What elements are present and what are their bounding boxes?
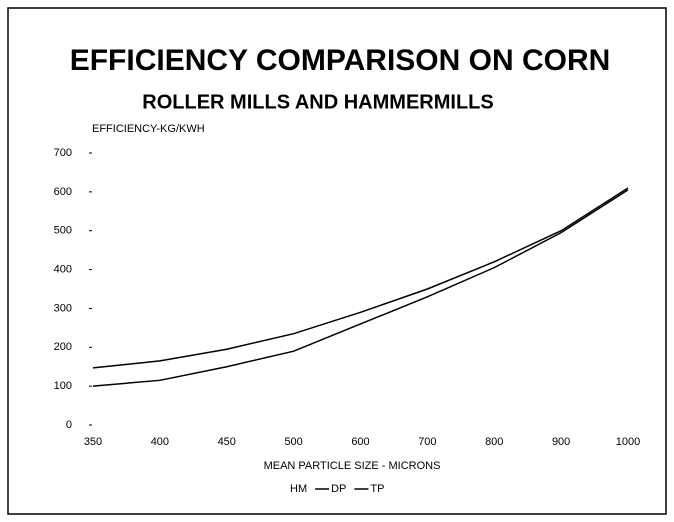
y-tick-label: 100 <box>54 380 72 392</box>
x-tick-label: 500 <box>284 436 302 448</box>
frame <box>7 7 667 515</box>
x-tick-label: 800 <box>485 436 503 448</box>
series-line <box>92 189 629 387</box>
x-tick-label: 600 <box>351 436 369 448</box>
chart-subtitle: ROLLER MILLS AND HAMMERMILLS <box>142 91 493 113</box>
y-tick-label: 700 <box>54 147 72 159</box>
x-tick-label: 350 <box>84 436 102 448</box>
x-tick-label: 900 <box>552 436 570 448</box>
chart-title: EFFICIENCY COMPARISON ON CORN <box>70 44 611 77</box>
legend-label: DP <box>331 483 346 495</box>
x-tick-label: 1000 <box>616 436 640 448</box>
y-tick-label: 200 <box>54 341 72 353</box>
x-tick-label: 450 <box>218 436 236 448</box>
y-tick-label: 500 <box>54 225 72 237</box>
series-line <box>92 187 629 369</box>
x-tick-label: 400 <box>151 436 169 448</box>
y-tick-label: 0 <box>66 419 72 431</box>
x-tick-label: 700 <box>418 436 436 448</box>
y-tick-label: 400 <box>54 263 72 275</box>
y-tick-label: 300 <box>54 302 72 314</box>
legend-label: TP <box>370 483 384 495</box>
x-axis-label: MEAN PARTICLE SIZE - MICRONS <box>264 460 441 472</box>
y-tick-label: 600 <box>54 186 72 198</box>
legend-label: HM <box>290 483 307 495</box>
y-axis-label: EFFICIENCY-KG/KWH <box>92 123 205 135</box>
